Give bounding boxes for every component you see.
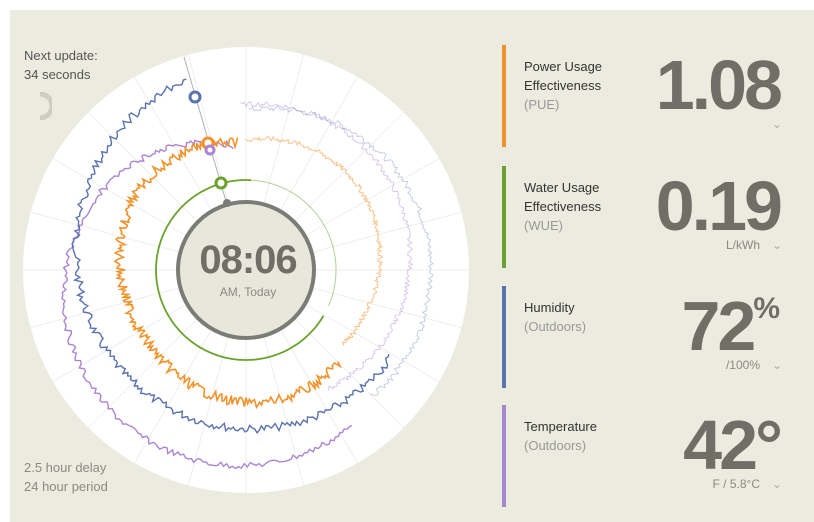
metric-wue[interactable]: Water Usage Effectiveness (WUE) 0.19 L/k… bbox=[502, 166, 802, 268]
metric-temperature[interactable]: Temperature (Outdoors) 42° F / 5.8°C ⌄ bbox=[502, 405, 802, 507]
humidity-color-bar bbox=[502, 286, 506, 388]
wue-unit: L/kWh bbox=[725, 238, 760, 252]
pue-abbrev: (PUE) bbox=[524, 97, 560, 112]
clock-subtitle: AM, Today bbox=[219, 285, 277, 299]
wue-current-marker[interactable] bbox=[214, 176, 228, 190]
pue-history-trace bbox=[245, 135, 384, 346]
delay-note: 2.5 hour delay bbox=[24, 460, 107, 475]
temperature-chevron-down-icon[interactable]: ⌄ bbox=[771, 477, 782, 491]
pue-label-line1: Power Usage bbox=[524, 59, 603, 74]
humidity-sub: (Outdoors) bbox=[524, 319, 587, 334]
metric-humidity[interactable]: Humidity (Outdoors) 72% /100% ⌄ bbox=[502, 286, 802, 388]
wue-trace bbox=[155, 179, 325, 361]
humidity-label: Humidity (Outdoors) bbox=[524, 298, 654, 336]
humidity-history-trace bbox=[248, 105, 434, 397]
temperature-trace bbox=[61, 139, 353, 470]
clock-time: 08:06 bbox=[199, 238, 297, 282]
pue-color-bar bbox=[502, 45, 506, 147]
next-update-label: Next update: bbox=[24, 48, 98, 63]
temperature-value: 42° bbox=[683, 406, 783, 484]
radial-chart bbox=[23, 47, 469, 493]
humidity-chevron-down-icon[interactable]: ⌄ bbox=[771, 358, 782, 372]
temperature-sub: (Outdoors) bbox=[524, 438, 587, 453]
wue-label-line1: Water Usage bbox=[524, 180, 600, 195]
humidity-current-marker[interactable] bbox=[188, 90, 202, 104]
wue-abbrev: (WUE) bbox=[524, 218, 563, 233]
humidity-unit: /100% bbox=[725, 358, 760, 372]
refresh-spinner-icon bbox=[39, 92, 52, 120]
temperature-history-trace bbox=[240, 101, 414, 391]
pue-label: Power Usage Effectiveness (PUE) bbox=[524, 57, 654, 114]
temperature-current-marker[interactable] bbox=[204, 144, 216, 156]
humidity-label-line1: Humidity bbox=[524, 300, 575, 315]
wue-label-line2: Effectiveness bbox=[524, 199, 602, 214]
wue-chevron-down-icon[interactable]: ⌄ bbox=[771, 238, 782, 252]
dial-spokes bbox=[23, 47, 469, 493]
humidity-percent-sign: % bbox=[753, 292, 780, 325]
footer-notes: 2.5 hour delay 24 hour period bbox=[24, 458, 108, 496]
pue-chevron-down-icon[interactable]: ⌄ bbox=[771, 117, 782, 131]
wue-value: 0.19 bbox=[655, 167, 783, 245]
wue-color-bar bbox=[502, 166, 506, 268]
humidity-trace bbox=[71, 78, 390, 434]
pue-trace bbox=[113, 137, 343, 410]
wue-history-trace bbox=[251, 179, 337, 306]
next-update: Next update: 34 seconds bbox=[24, 46, 98, 84]
humidity-value: 72% bbox=[681, 287, 780, 365]
clock-marker-dot bbox=[223, 199, 231, 207]
temperature-unit: F / 5.8°C bbox=[712, 477, 760, 491]
metric-pue[interactable]: Power Usage Effectiveness (PUE) 1.08 ⌄ bbox=[502, 45, 802, 147]
temperature-label: Temperature (Outdoors) bbox=[524, 417, 654, 455]
temperature-color-bar bbox=[502, 405, 506, 507]
pue-label-line2: Effectiveness bbox=[524, 78, 602, 93]
temperature-label-line1: Temperature bbox=[524, 419, 597, 434]
next-update-countdown: 34 seconds bbox=[24, 67, 91, 82]
pue-value: 1.08 bbox=[655, 46, 783, 124]
period-note: 24 hour period bbox=[24, 479, 108, 494]
clock-face bbox=[176, 200, 316, 340]
wue-label: Water Usage Effectiveness (WUE) bbox=[524, 178, 654, 235]
